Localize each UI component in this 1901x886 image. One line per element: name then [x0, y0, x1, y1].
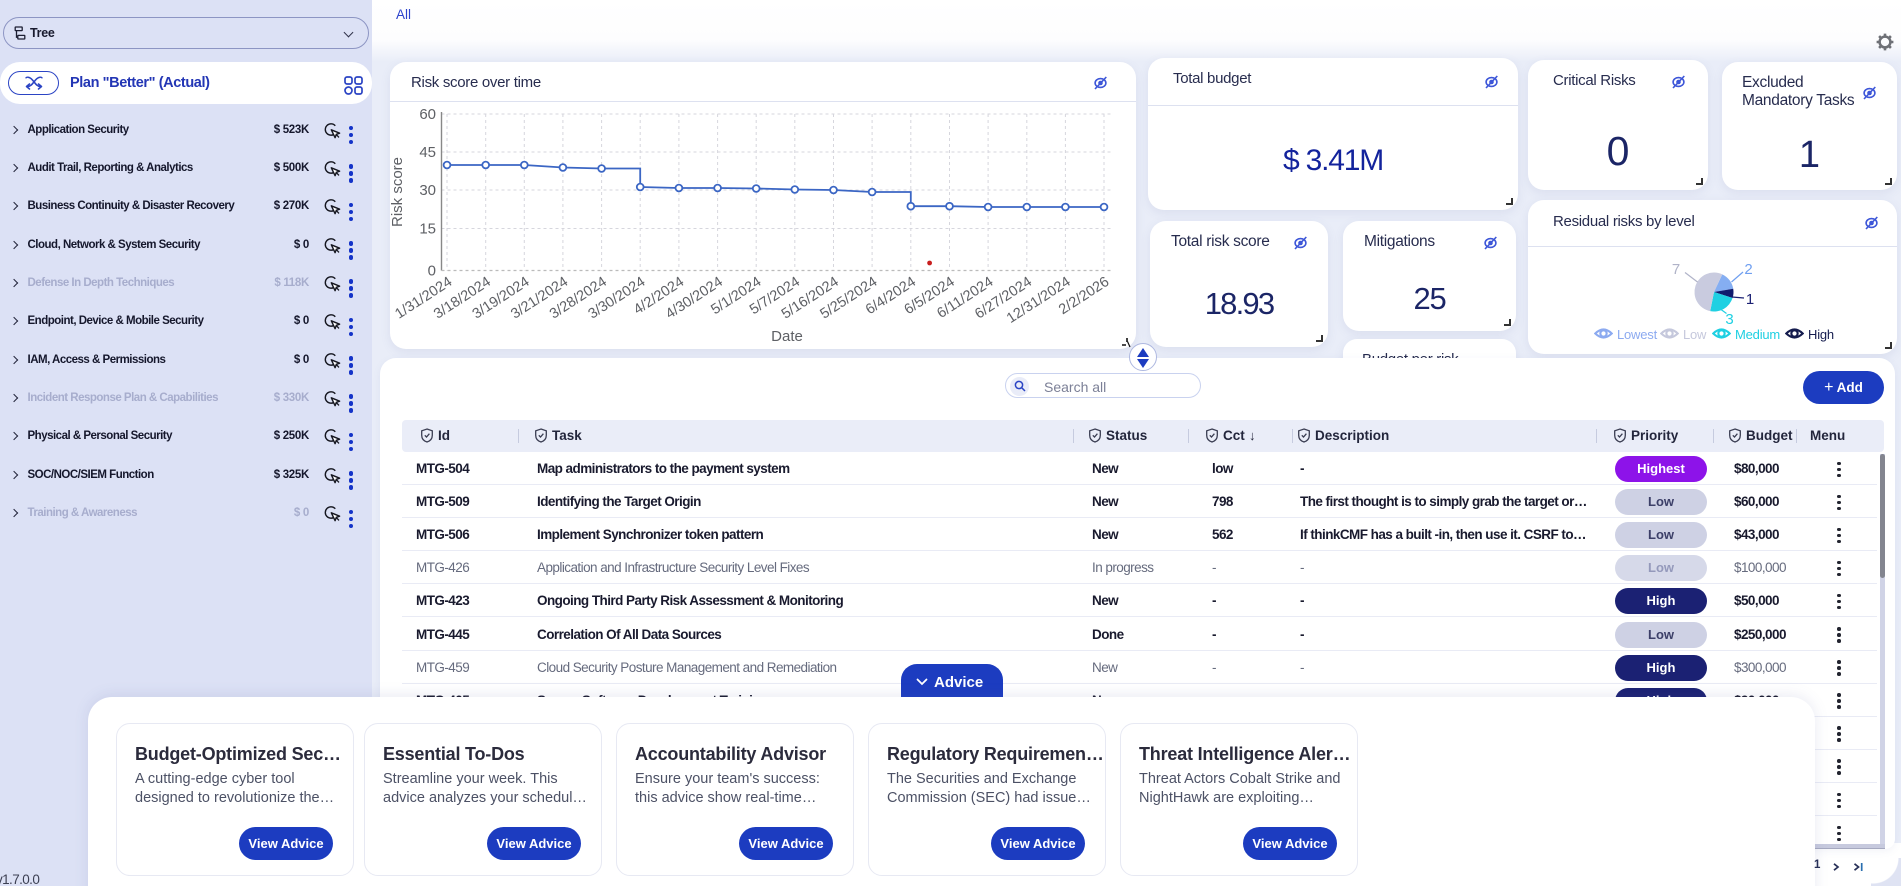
svg-text:45: 45 [419, 144, 436, 161]
svg-text:0: 0 [428, 263, 436, 280]
svg-text:15: 15 [419, 221, 436, 238]
svg-text:1: 1 [1746, 291, 1754, 308]
svg-text:2: 2 [1744, 261, 1752, 278]
svg-text:Risk score: Risk score [390, 157, 406, 227]
svg-text:3: 3 [1725, 311, 1733, 328]
svg-text:60: 60 [419, 106, 436, 123]
svg-text:Date: Date [771, 328, 803, 345]
svg-text:7: 7 [1672, 261, 1680, 278]
svg-text:30: 30 [419, 182, 436, 199]
